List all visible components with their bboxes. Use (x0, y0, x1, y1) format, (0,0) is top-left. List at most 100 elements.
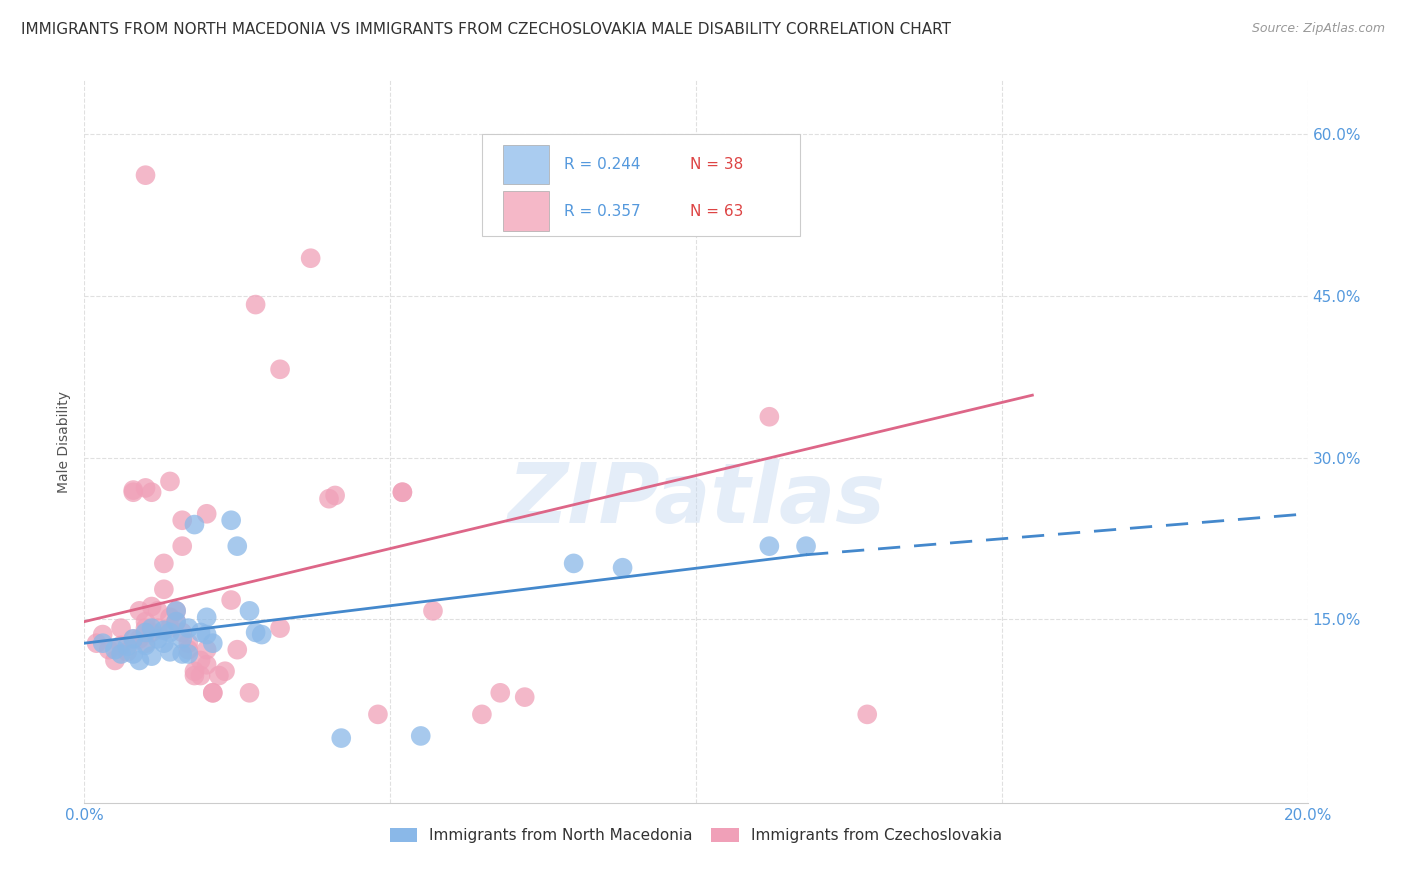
Point (165, 615, 187, 629)
Point (135, 625, 157, 640)
Point (190, 625, 212, 640)
Point (146, 632, 169, 646)
Point (758, 409, 780, 424)
Point (219, 593, 242, 607)
Point (110, 638, 132, 652)
Point (409, 729, 432, 743)
Point (177, 636, 200, 650)
Text: Source: ZipAtlas.com: Source: ZipAtlas.com (1251, 22, 1385, 36)
Point (269, 621, 291, 635)
FancyBboxPatch shape (503, 192, 550, 231)
Point (422, 604, 444, 618)
Point (299, 251, 322, 265)
Text: ZIPatlas: ZIPatlas (508, 458, 884, 540)
Text: IMMIGRANTS FROM NORTH MACEDONIA VS IMMIGRANTS FROM CZECHOSLOVAKIA MALE DISABILIT: IMMIGRANTS FROM NORTH MACEDONIA VS IMMIG… (21, 22, 950, 37)
Point (391, 485, 413, 500)
Point (323, 488, 346, 502)
Text: N = 38: N = 38 (690, 157, 744, 172)
Point (195, 507, 218, 521)
Point (135, 615, 157, 629)
Point (153, 624, 176, 638)
Point (159, 610, 181, 624)
Point (562, 557, 585, 571)
Point (141, 649, 163, 664)
Point (128, 632, 150, 646)
Point (135, 621, 157, 635)
Point (172, 625, 194, 640)
Point (159, 621, 181, 635)
Point (141, 485, 163, 500)
Point (141, 599, 163, 614)
Text: R = 0.357: R = 0.357 (564, 204, 641, 219)
Point (86, 636, 108, 650)
Point (153, 582, 176, 597)
Point (183, 668, 205, 682)
FancyBboxPatch shape (482, 135, 800, 235)
Point (190, 653, 212, 667)
Point (128, 604, 150, 618)
Point (226, 539, 249, 553)
Point (758, 539, 780, 553)
Point (141, 621, 163, 635)
Legend: Immigrants from North Macedonia, Immigrants from Czechoslovakia: Immigrants from North Macedonia, Immigra… (384, 822, 1008, 849)
Point (172, 513, 194, 527)
Point (135, 636, 157, 650)
Point (122, 483, 145, 497)
Text: N = 63: N = 63 (690, 204, 744, 219)
Point (190, 668, 212, 682)
Point (159, 475, 181, 489)
Point (245, 625, 267, 640)
Point (183, 517, 205, 532)
Point (135, 638, 157, 652)
Point (219, 513, 242, 527)
Point (269, 362, 291, 376)
Point (115, 645, 138, 659)
Point (177, 642, 200, 657)
Point (238, 604, 260, 618)
Point (214, 665, 236, 679)
Point (318, 491, 340, 506)
Point (122, 485, 145, 500)
Point (165, 604, 187, 618)
Point (135, 168, 157, 182)
FancyBboxPatch shape (503, 145, 550, 185)
Point (177, 621, 200, 635)
Text: R = 0.244: R = 0.244 (564, 157, 640, 172)
Point (135, 481, 157, 495)
Point (245, 297, 267, 311)
Point (330, 731, 353, 745)
Point (165, 604, 187, 618)
Point (226, 642, 249, 657)
Point (367, 707, 389, 722)
Point (141, 625, 163, 640)
Point (159, 625, 181, 640)
Point (201, 686, 224, 700)
Point (146, 621, 169, 635)
Point (104, 642, 127, 657)
Point (91, 627, 114, 641)
Point (172, 632, 194, 646)
Point (794, 539, 817, 553)
Point (115, 640, 138, 654)
Point (159, 645, 181, 659)
Point (128, 653, 150, 667)
Point (612, 560, 634, 574)
Point (183, 665, 205, 679)
Y-axis label: Male Disability: Male Disability (58, 391, 72, 492)
Point (97, 642, 120, 657)
Point (153, 636, 176, 650)
Point (391, 485, 413, 500)
Point (201, 686, 224, 700)
Point (122, 632, 145, 646)
Point (153, 557, 176, 571)
Point (122, 647, 145, 661)
Point (122, 632, 145, 646)
Point (195, 610, 218, 624)
Point (104, 653, 127, 667)
Point (856, 707, 879, 722)
Point (110, 621, 132, 635)
Point (110, 647, 132, 661)
Point (172, 647, 194, 661)
Point (195, 657, 218, 672)
Point (250, 627, 273, 641)
